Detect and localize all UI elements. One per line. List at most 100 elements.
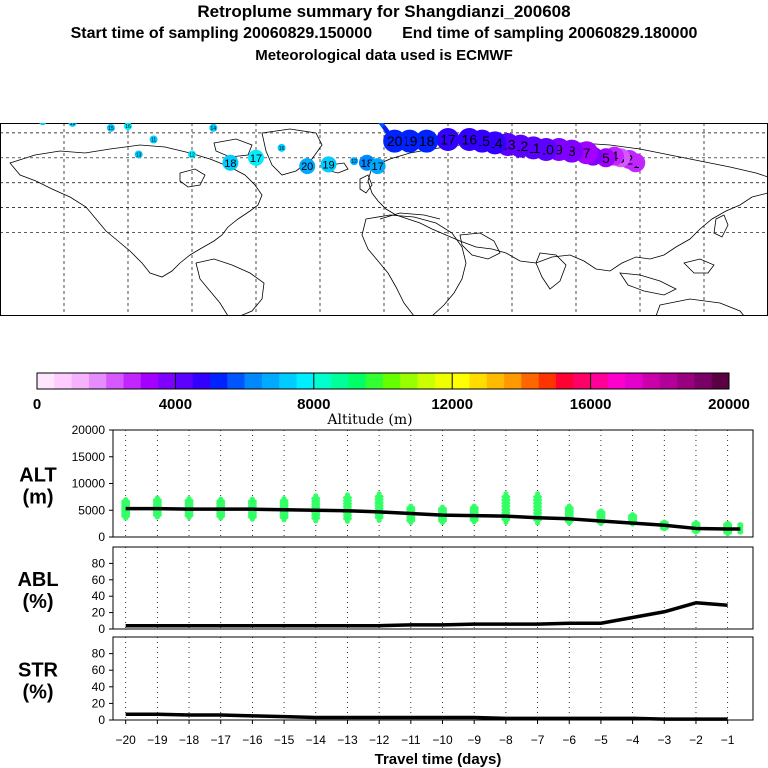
y-tick-label: 80 xyxy=(92,556,106,570)
colorbar-swatch xyxy=(331,373,349,389)
alt-particle-cluster xyxy=(121,513,131,519)
plume-particle xyxy=(350,157,359,166)
alt-particle-cluster xyxy=(469,508,479,514)
particle-day-label: 19 xyxy=(70,123,76,127)
alt-particle-cluster xyxy=(596,515,606,521)
alt-particle-cluster xyxy=(279,505,289,511)
alt-particle-cluster xyxy=(374,512,384,517)
alt-particle-cluster xyxy=(218,515,224,521)
colorbar-swatch xyxy=(383,373,401,389)
colorbar-tick-label: 0 xyxy=(33,396,41,413)
colorbar-swatch xyxy=(210,373,228,389)
alt-particle-cluster xyxy=(152,506,162,512)
alt-particle-cluster xyxy=(218,496,224,502)
alt-particle-cluster xyxy=(598,508,604,514)
centroid-day-label: 7 xyxy=(583,145,591,161)
panel-ylabel: ABL xyxy=(17,569,58,591)
colorbar-swatch xyxy=(244,373,263,389)
plume-particle xyxy=(248,149,264,166)
start-time-label: Start time of sampling 20060829.150000 xyxy=(70,25,373,42)
plume-particle xyxy=(106,123,115,132)
alt-particle-cluster xyxy=(152,504,162,509)
alt-particle-cluster xyxy=(247,507,257,513)
colorbar-swatch xyxy=(88,373,107,389)
colorbar-swatch xyxy=(192,373,211,389)
panel-frame xyxy=(112,429,754,538)
alt-particle-cluster xyxy=(123,515,129,521)
y-tick-label: 10000 xyxy=(72,477,106,491)
alt-particle-cluster xyxy=(154,514,160,520)
alt-particle-cluster xyxy=(342,510,352,515)
x-tick-label: −8 xyxy=(499,733,513,747)
alt-particle-cluster xyxy=(216,513,226,519)
x-tick-label: −13 xyxy=(337,733,358,747)
alt-particle-cluster xyxy=(374,503,384,508)
alt-particle-cluster xyxy=(501,507,511,513)
x-tick-label: −5 xyxy=(594,733,608,747)
alt-particle-cluster xyxy=(691,521,701,527)
plume-particle xyxy=(188,150,196,159)
alt-particle-cluster xyxy=(247,514,257,520)
particle-day-label: 12 xyxy=(189,152,195,158)
particle-day-label: 15 xyxy=(108,126,114,132)
alt-particle-cluster xyxy=(723,530,733,536)
map-gridlines xyxy=(0,123,768,316)
x-tick-label: −20 xyxy=(115,733,136,747)
alt-particle-cluster xyxy=(311,498,321,504)
alt-particle-cluster xyxy=(533,497,543,503)
x-tick-label: −2 xyxy=(689,733,703,747)
alt-particle-cluster xyxy=(725,531,731,537)
alt-particle-cluster xyxy=(184,511,194,516)
alt-particle-cluster xyxy=(659,520,669,526)
alt-particle-cluster xyxy=(438,509,448,515)
alt-particle-cluster xyxy=(469,514,479,520)
x-tick-label: −3 xyxy=(657,733,671,747)
alt-particle-cluster xyxy=(152,501,162,507)
alt-particle-cluster xyxy=(342,513,352,518)
particle-day-label: 18 xyxy=(224,158,236,170)
alt-particle-cluster xyxy=(311,504,321,510)
x-axis: −20 −19 −18 −17 −16 −15 −14 −13 −12 −11 −10 −9 −8 −7 −… xyxy=(115,720,735,747)
x-tick-label: −7 xyxy=(531,733,545,747)
plume-centroids: 1234567891011121314151617181920 xyxy=(383,128,646,173)
alt-particle-cluster xyxy=(344,519,350,524)
alt-particle-cluster xyxy=(628,513,638,518)
alt-particle-cluster xyxy=(469,510,479,516)
panel-ylabel-unit: (m) xyxy=(22,487,53,509)
alt-particle-cluster xyxy=(469,516,479,521)
alt-particle-cluster xyxy=(661,519,667,525)
alt-particle-cluster xyxy=(216,498,226,504)
colorbar-frame xyxy=(36,372,730,390)
panel-ylabel: ALT xyxy=(19,465,56,487)
centroid-day-label: 19 xyxy=(402,133,418,149)
colorbar-swatch xyxy=(521,373,539,389)
alt-particle-cluster xyxy=(438,513,448,519)
alt-particle-cluster xyxy=(311,501,321,507)
particle-day-label: 20 xyxy=(40,123,46,125)
colorbar-tick-label: 4000 xyxy=(159,396,192,413)
particle-day-label: 19 xyxy=(322,159,334,171)
alt-particle-cluster xyxy=(630,521,636,527)
centroid-day-label: 18 xyxy=(419,133,435,149)
x-tick-label: −4 xyxy=(626,733,640,747)
x-tick-label: −12 xyxy=(369,733,390,747)
alt-particle-cluster xyxy=(313,518,319,524)
colorbar-tick-label: 20000 xyxy=(708,396,750,413)
alt-particle-cluster xyxy=(725,520,731,526)
alt-particle-cluster xyxy=(247,505,257,511)
alt-particle-cluster xyxy=(438,506,448,512)
x-tick-label: −19 xyxy=(147,733,168,747)
colorbar-swatch xyxy=(227,373,245,389)
alt-particle-cluster xyxy=(630,512,636,517)
alt-particle-cluster xyxy=(533,517,543,523)
centroid-day-label: 5 xyxy=(602,150,610,166)
alt-particle-cluster xyxy=(279,510,289,516)
alt-particle-cluster xyxy=(596,509,606,515)
panel-frame xyxy=(112,546,754,630)
sampling-times: Start time of sampling 20060829.150000 En… xyxy=(0,25,768,43)
alt-particle-cluster xyxy=(279,507,289,513)
alt-particle-cluster xyxy=(596,511,606,517)
centroid-day-label: 8 xyxy=(568,143,576,159)
time-series-panels: 05000100001500020000ALT(m)020406080ABL(%… xyxy=(17,423,754,727)
alt-particle-cluster xyxy=(661,526,667,532)
